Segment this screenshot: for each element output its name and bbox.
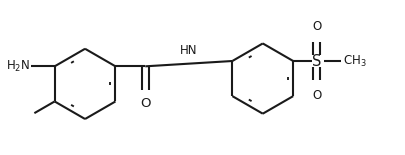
Text: O: O xyxy=(140,97,151,110)
Text: S: S xyxy=(312,53,321,69)
Text: O: O xyxy=(312,89,321,102)
Text: HN: HN xyxy=(180,44,198,57)
Text: O: O xyxy=(312,20,321,33)
Text: CH$_3$: CH$_3$ xyxy=(343,53,367,69)
Text: H$_2$N: H$_2$N xyxy=(6,59,30,74)
